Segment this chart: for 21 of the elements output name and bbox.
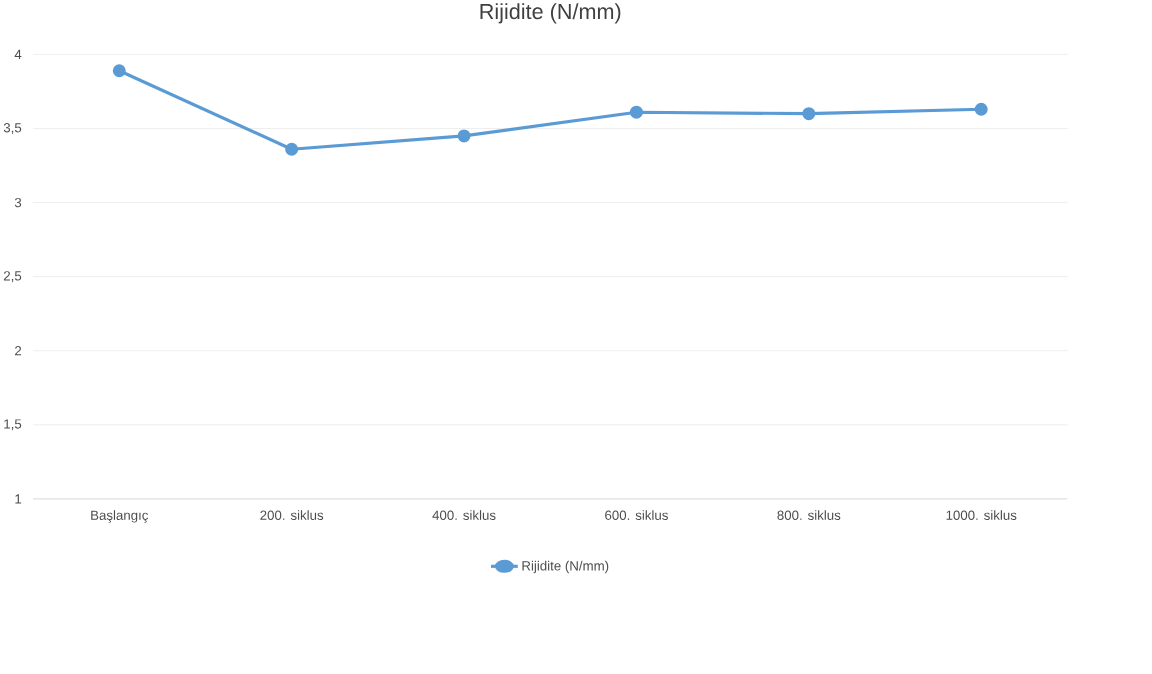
chart-title: Rijidite (N/mm) (480, 3, 621, 24)
point (112, 64, 126, 78)
y-tick-label: 1,5 (4, 419, 22, 431)
x-tick-label: 400. siklus (432, 510, 496, 521)
x-tick-label: 200. siklus (260, 510, 324, 521)
legend-label: Rijidite (N/mm) (522, 560, 609, 574)
x-tick-label: 800. siklus (777, 510, 841, 521)
y-tick-label: 3 (14, 198, 22, 208)
x-tick-label: 1000. siklus (946, 510, 1017, 521)
y-tick-label: 3,5 (3, 123, 22, 135)
y-tick-label: 1 (15, 494, 22, 504)
point (285, 142, 299, 156)
x-tick-label: Başlangıç (91, 510, 149, 523)
y-tick-label: 4 (14, 50, 22, 60)
point (457, 129, 471, 143)
point (629, 105, 643, 119)
y-tick-label: 2 (15, 346, 22, 356)
point (802, 107, 816, 121)
point (974, 102, 988, 116)
x-tick-label: 600. siklus (605, 510, 668, 521)
y-tick-label: 2,5 (3, 271, 22, 283)
